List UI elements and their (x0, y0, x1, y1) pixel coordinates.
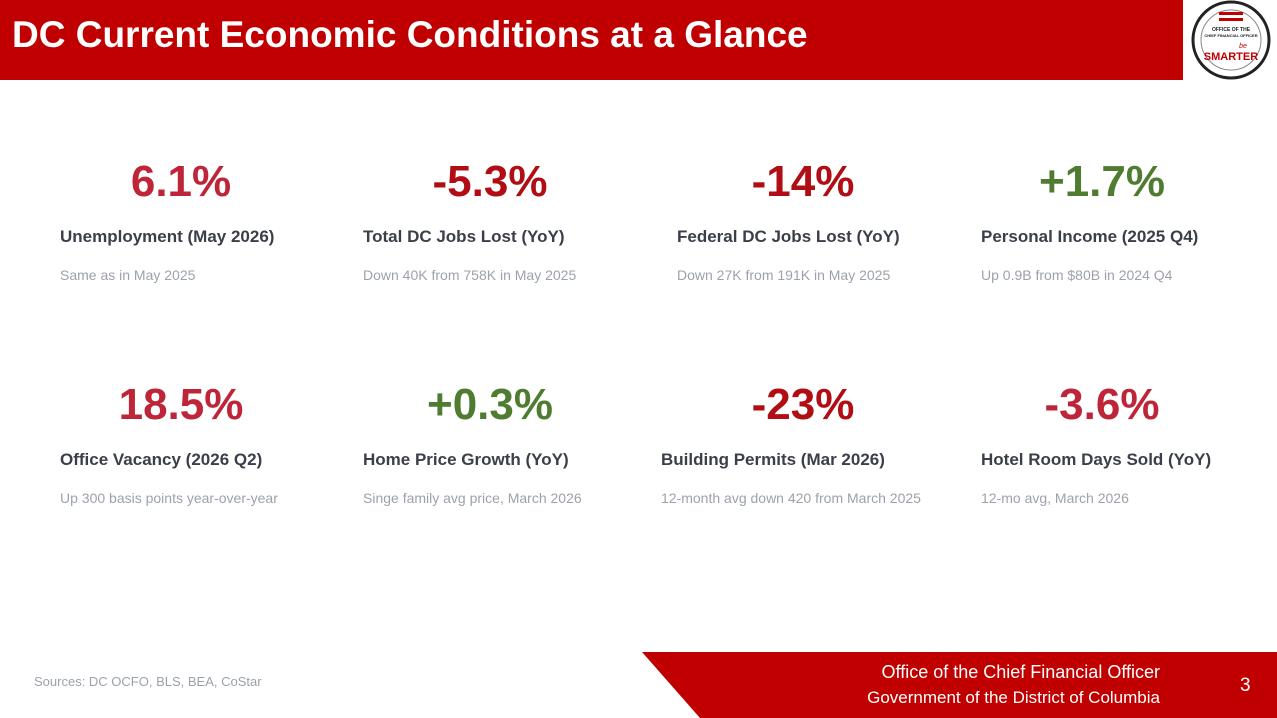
title: DC Current Economic Conditions at a Glan… (12, 14, 808, 55)
metric-label: Federal DC Jobs Lost (YoY) (677, 227, 900, 246)
metric-note: Down 27K from 191K in May 2025 (677, 267, 891, 283)
metric-note: Down 40K from 758K in May 2025 (363, 267, 577, 283)
footer-line: Government of the District of Columbia (867, 688, 1160, 707)
metric-label: Total DC Jobs Lost (YoY) (363, 227, 565, 246)
metric-note: Up 300 basis points year-over-year (60, 490, 278, 506)
logo-line: OFFICE OF THE (1212, 27, 1251, 33)
metric-label: Building Permits (Mar 2026) (661, 450, 885, 469)
metric-value: +1.7% (1039, 157, 1165, 206)
metric-label: Hotel Room Days Sold (YoY) (981, 450, 1212, 469)
metric-label: Home Price Growth (YoY) (363, 450, 569, 469)
metric-value: -5.3% (432, 157, 548, 206)
footer-line: Office of the Chief Financial Officer (881, 662, 1160, 682)
logo-tag-small: be (1239, 43, 1247, 50)
metric-value: -3.6% (1044, 380, 1160, 429)
metric-label: Unemployment (May 2026) (60, 227, 275, 246)
metric-value: -14% (751, 157, 855, 206)
metric-value: -23% (751, 380, 855, 429)
metric-note: Up 0.9B from $80B in 2024 Q4 (981, 267, 1173, 283)
metric-label: Office Vacancy (2026 Q2) (60, 450, 263, 469)
sources: Sources: DC OCFO, BLS, BEA, CoStar (34, 674, 262, 689)
logo-line: CHIEF FINANCIAL OFFICER (1204, 33, 1257, 38)
logo: OFFICE OF THE CHIEF FINANCIAL OFFICER be… (1185, 0, 1277, 80)
header-bar: DC Current Economic Conditions at a Glan… (0, 0, 1183, 80)
metric-note: Singe family avg price, March 2026 (363, 490, 582, 506)
metric-note: Same as in May 2025 (60, 267, 196, 283)
page-number: 3 (1240, 675, 1251, 696)
metric-value: +0.3% (427, 380, 553, 429)
logo-tag: SMARTER (1204, 51, 1258, 63)
metric-note: 12-mo avg, March 2026 (981, 490, 1129, 506)
metric-label: Personal Income (2025 Q4) (981, 227, 1199, 246)
metric-note: 12-month avg down 420 from March 2025 (661, 490, 921, 506)
logo-seal: OFFICE OF THE CHIEF FINANCIAL OFFICER be… (1191, 0, 1271, 80)
metric-value: 6.1% (130, 157, 232, 206)
metric-value: 18.5% (118, 380, 244, 429)
